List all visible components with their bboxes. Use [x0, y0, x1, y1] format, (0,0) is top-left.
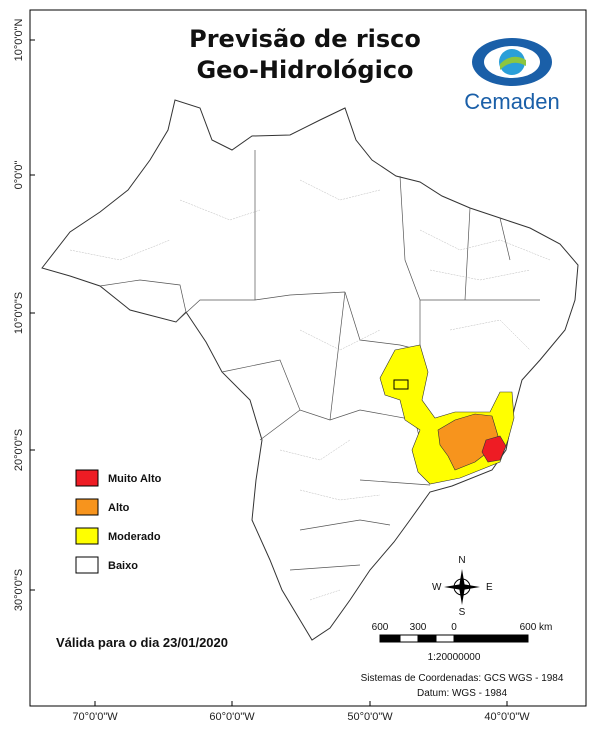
legend-label: Muito Alto: [108, 473, 162, 485]
legend-label: Baixo: [108, 560, 138, 572]
coordinate-system: Sistemas de Coordenadas: GCS WGS - 1984: [361, 673, 564, 684]
legend: Muito Alto Alto Moderado Baixo: [75, 469, 162, 574]
longitude-labels: 70°0'0"W 60°0'0"W 50°0'0"W 40°0'0"W: [72, 701, 530, 723]
validity-date: Válida para o dia 23/01/2020: [56, 635, 228, 650]
compass-north: N: [458, 555, 465, 566]
legend-label: Alto: [108, 502, 130, 514]
latitude-label: 10°0'0"N: [13, 19, 25, 62]
title-line: Geo-Hidrológico: [196, 56, 413, 84]
compass: N S E W: [432, 555, 493, 618]
risk-area-very-high: [481, 435, 507, 463]
scale-label: 0: [451, 622, 457, 633]
compass-west: W: [432, 582, 442, 593]
legend-swatch: [75, 498, 99, 516]
scale-label: 600 km: [520, 622, 553, 633]
scale-label: 300: [410, 622, 427, 633]
legend-swatch: [75, 469, 99, 487]
scale-ratio: 1:20000000: [428, 652, 481, 663]
longitude-label: 60°0'0"W: [209, 711, 255, 723]
legend-label: Moderado: [108, 531, 161, 543]
latitude-label: 30°0'0"S: [13, 569, 25, 611]
logo: Cemaden: [464, 38, 560, 114]
scale-label: 600: [372, 622, 389, 633]
longitude-label: 50°0'0"W: [347, 711, 393, 723]
logo-text: Cemaden: [464, 89, 559, 114]
legend-swatch: [75, 527, 99, 545]
latitude-labels: 10°0'0"N 0°0'0" 10°0'0"S 20°0'0"S 30°0'0"S: [13, 19, 35, 611]
longitude-label: 40°0'0"W: [484, 711, 530, 723]
country-outline: [41, 99, 579, 641]
latitude-label: 10°0'0"S: [13, 292, 25, 334]
compass-south: S: [459, 607, 466, 618]
scale-bar: 600 300 0 600 km 1:20000000: [372, 622, 553, 663]
latitude-label: 0°0'0": [13, 161, 25, 190]
title-line: Previsão de risco: [189, 25, 421, 53]
latitude-label: 20°0'0"S: [13, 429, 25, 471]
legend-swatch: [75, 556, 99, 574]
longitude-label: 70°0'0"W: [72, 711, 118, 723]
federal-district: [393, 379, 409, 390]
datum: Datum: WGS - 1984: [417, 688, 507, 699]
compass-east: E: [486, 582, 493, 593]
